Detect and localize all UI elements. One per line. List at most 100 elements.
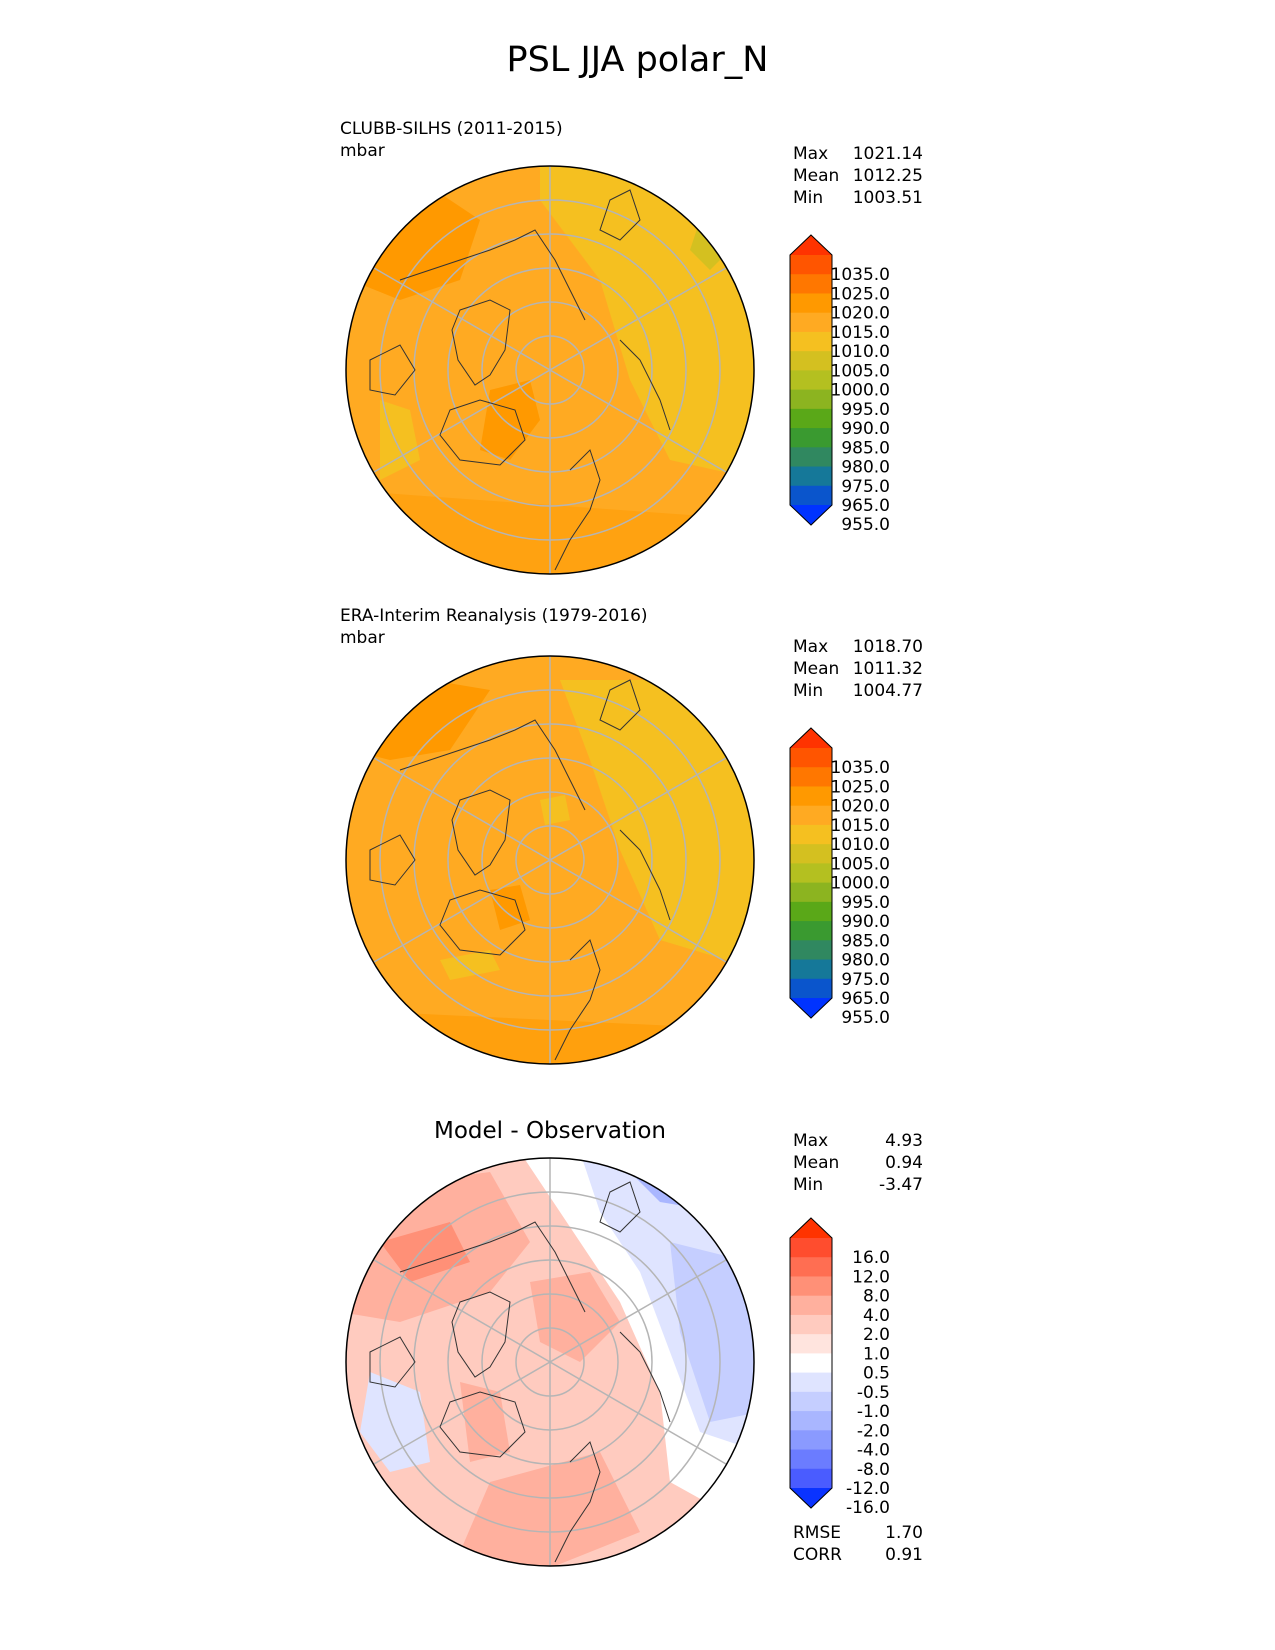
colorbar-segment (790, 959, 832, 980)
colorbar-tick-label: 12.0 (852, 1267, 890, 1287)
colorbar-tick-label: 980.0 (841, 951, 890, 971)
colorbar-tick-label: 1010.0 (831, 835, 890, 855)
colorbar-segment (790, 1449, 832, 1470)
colorbar-segment (790, 255, 832, 275)
panel-source: ERA-Interim Reanalysis (1979-2016) (340, 606, 648, 626)
colorbar-outline (789, 727, 833, 1019)
colorbar-tick-label: 985.0 (841, 931, 890, 951)
colorbar-segment (790, 1411, 832, 1431)
map-boundary (345, 1157, 755, 1567)
colorbar-tick-label: 2.0 (863, 1325, 890, 1345)
stats-model: Max 1021.14 Mean 1012.25 Min 1003.51 (793, 143, 923, 209)
colorbar-tick-label: 995.0 (841, 893, 890, 913)
stat-label: Mean (793, 166, 840, 186)
colorbar-field-2: 1035.01025.01020.01015.01010.01005.01000… (789, 727, 890, 1028)
colorbar-tick-label: 4.0 (863, 1306, 890, 1326)
coastlines (369, 1181, 671, 1563)
colorbar-segment (790, 389, 832, 410)
colorbar-segment (790, 485, 832, 506)
colorbar-segment (790, 1353, 832, 1374)
colorbar-tick-label: -2.0 (857, 1421, 890, 1441)
colorbar-tick-label: 1020.0 (831, 304, 890, 324)
colorbar-segment (790, 1488, 832, 1508)
colorbar-tick-label: 1000.0 (831, 381, 890, 401)
colorbar-outline (789, 234, 833, 526)
colorbar-segment (790, 447, 832, 468)
colorbar-segment (790, 1295, 832, 1316)
colorbar-segment (790, 728, 832, 748)
colorbar-tick-label: 995.0 (841, 400, 890, 420)
stat-value: 0.91 (885, 1545, 923, 1565)
colorbar-tick-label: 990.0 (841, 419, 890, 439)
colorbar-segment (790, 1314, 832, 1335)
colorbar-tick-label: 1000.0 (831, 874, 890, 894)
colorbar-tick-label: 955.0 (841, 1008, 890, 1028)
stat-label: CORR (793, 1545, 842, 1565)
colorbar-segment (790, 1238, 832, 1258)
colorbar-segment (790, 1334, 832, 1354)
stat-label: Max (793, 144, 829, 164)
colorbar-tick-label: 975.0 (841, 477, 890, 497)
colorbar-tick-label: 1025.0 (831, 284, 890, 304)
polar-map-obs (345, 655, 755, 1065)
colorbar-segment (790, 844, 832, 864)
colorbar-tick-label: 985.0 (841, 438, 890, 458)
polar-map-model (345, 165, 755, 575)
stat-label: RMSE (793, 1523, 842, 1543)
stat-label: Max (793, 637, 829, 657)
colorbar-segment (790, 1276, 832, 1297)
colorbar-segment (790, 1391, 832, 1412)
panel-units: mbar (340, 141, 385, 161)
colorbar-segment (790, 978, 832, 999)
colorbar-tick-label: 1025.0 (831, 777, 890, 797)
colorbar-segment (790, 863, 832, 884)
colorbar-tick-label: 0.5 (863, 1364, 890, 1384)
colorbar-segment (790, 1372, 832, 1393)
stats-diff-extra: RMSE 1.70 CORR 0.91 (793, 1522, 923, 1566)
colorbar-segment (790, 293, 832, 314)
stat-value: 1012.25 (852, 166, 923, 186)
colorbar-segment (790, 901, 832, 922)
colorbar-segment (790, 466, 832, 487)
colorbar-tick-label: 980.0 (841, 458, 890, 478)
colorbar-tick-label: 955.0 (841, 515, 890, 535)
colorbar-segment (790, 824, 832, 845)
stat-value: 1011.32 (852, 659, 923, 679)
colorbar-tick-label: 1005.0 (831, 361, 890, 381)
colorbar-segment (790, 235, 832, 255)
stats-obs: Max 1018.70 Mean 1011.32 Min 1004.77 (793, 636, 923, 702)
stat-value: 1.70 (885, 1523, 923, 1543)
colorbar-tick-label: -8.0 (857, 1460, 890, 1480)
colorbar-segment (790, 370, 832, 391)
colorbar-segment (790, 805, 832, 826)
figure-title: PSL JJA polar_N (506, 40, 769, 80)
stat-value: 4.93 (885, 1131, 923, 1151)
stat-label: Mean (793, 1153, 840, 1173)
colorbar-tick-label: -4.0 (857, 1441, 890, 1461)
panel-title-diff: Model - Observation (433, 1118, 667, 1144)
graticule (373, 1158, 727, 1566)
colorbar-tick-label: 1015.0 (831, 323, 890, 343)
colorbar-segment (790, 274, 832, 294)
colorbar-segment (790, 940, 832, 961)
colorbar-segment (790, 1218, 832, 1238)
map-boundary (345, 165, 755, 575)
colorbar-segment (790, 312, 832, 333)
colorbar-tick-label: -16.0 (846, 1498, 890, 1518)
colorbar-segment (790, 921, 832, 941)
stat-label: Min (793, 1175, 824, 1195)
stats-diff: Max 4.93 Mean 0.94 Min -3.47 (793, 1130, 923, 1196)
coastlines (369, 679, 671, 1061)
colorbar-tick-label: 8.0 (863, 1287, 890, 1307)
colorbar-segment (790, 998, 832, 1018)
colorbar-tick-label: 1.0 (863, 1344, 890, 1364)
colorbar-segment (790, 882, 832, 903)
colorbar-tick-label: 1010.0 (831, 342, 890, 362)
colorbar-segment (790, 786, 832, 807)
stat-value: 1021.14 (852, 144, 923, 164)
map-boundary (345, 655, 755, 1065)
stat-value: 1004.77 (852, 681, 923, 701)
colorbar-segment (790, 1430, 832, 1451)
stat-label: Min (793, 188, 824, 208)
colorbar-tick-label: 965.0 (841, 496, 890, 516)
